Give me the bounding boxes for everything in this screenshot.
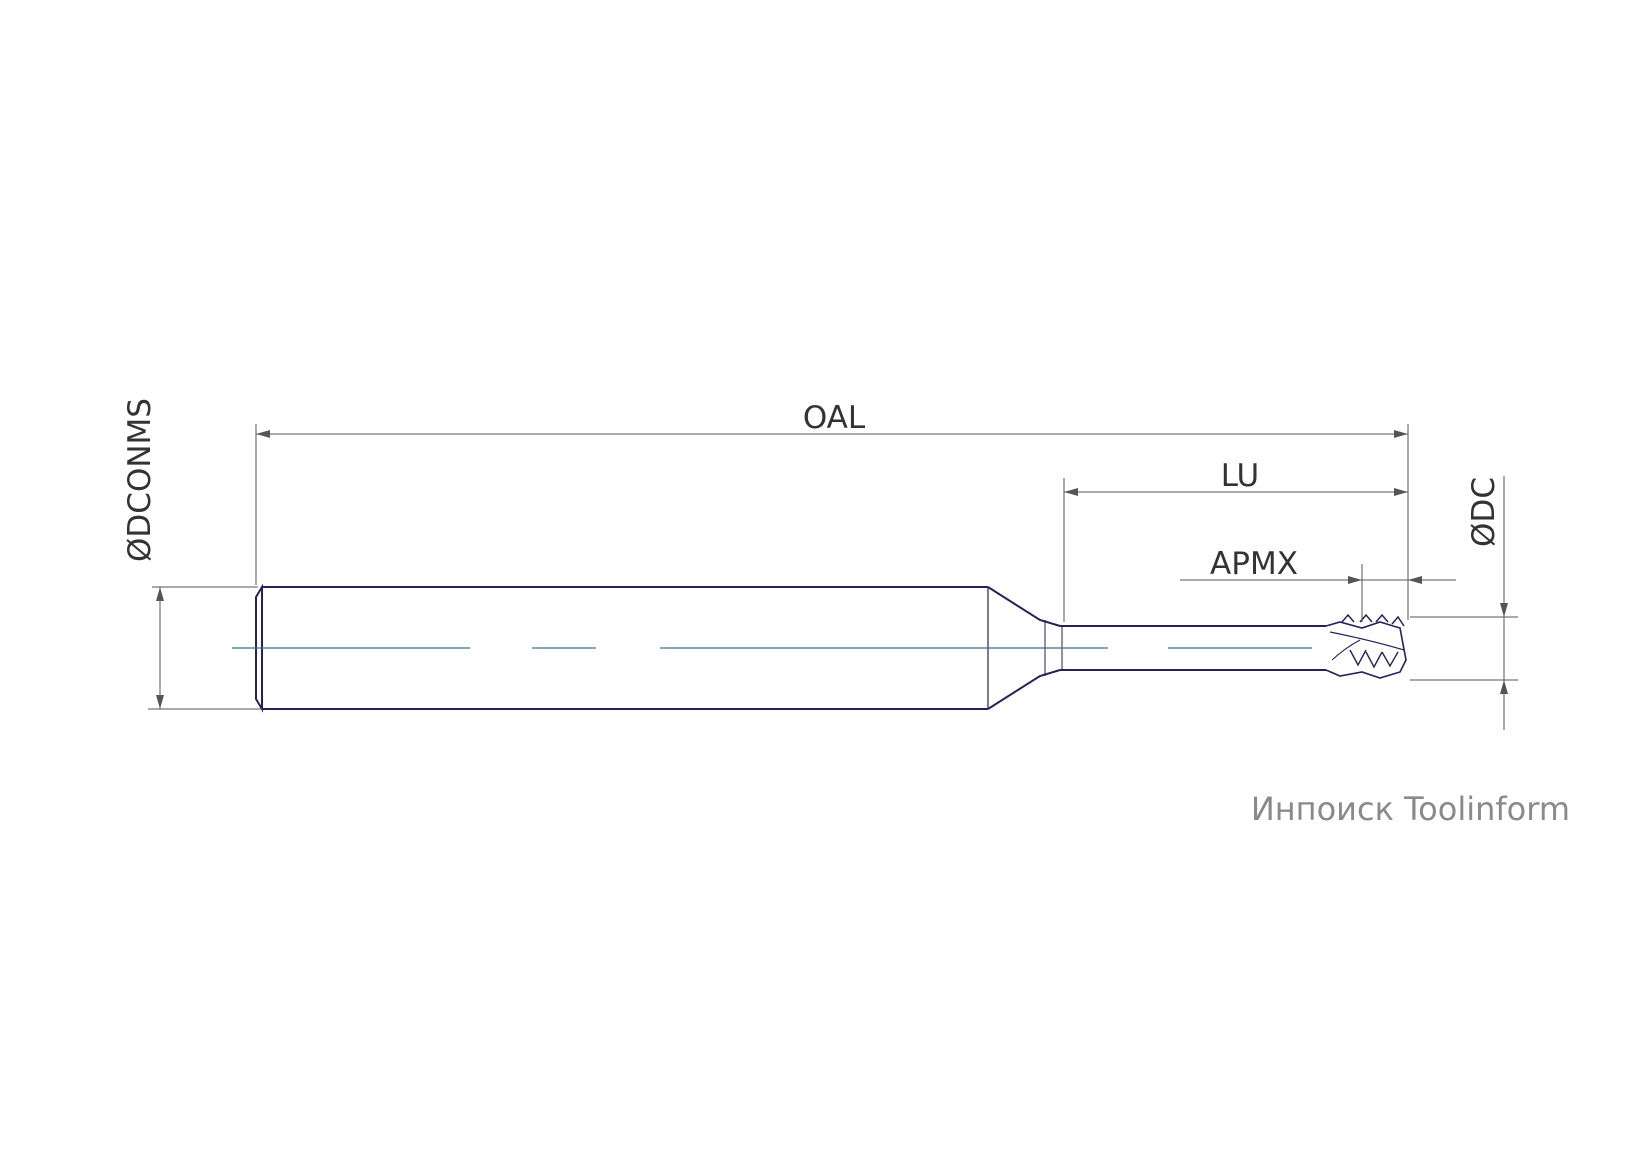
- dconms-dimension: ØDCONMS: [122, 398, 164, 709]
- dc-label: ØDC: [1466, 477, 1502, 547]
- oal-label: OAL: [803, 400, 866, 436]
- dconms-label: ØDCONMS: [122, 398, 158, 562]
- extension-lines: [148, 424, 1518, 710]
- lu-label: LU: [1221, 458, 1259, 494]
- dc-dimension: ØDC: [1466, 476, 1508, 730]
- tool-body: [255, 583, 1407, 713]
- watermark: Инпоиск Toolinform: [1251, 790, 1570, 828]
- lu-dimension: LU: [1064, 458, 1408, 496]
- cutting-head: [1325, 613, 1407, 679]
- oal-dimension: OAL: [256, 400, 1408, 438]
- apmx-dimension: APMX: [1180, 546, 1456, 584]
- apmx-label: APMX: [1210, 546, 1298, 582]
